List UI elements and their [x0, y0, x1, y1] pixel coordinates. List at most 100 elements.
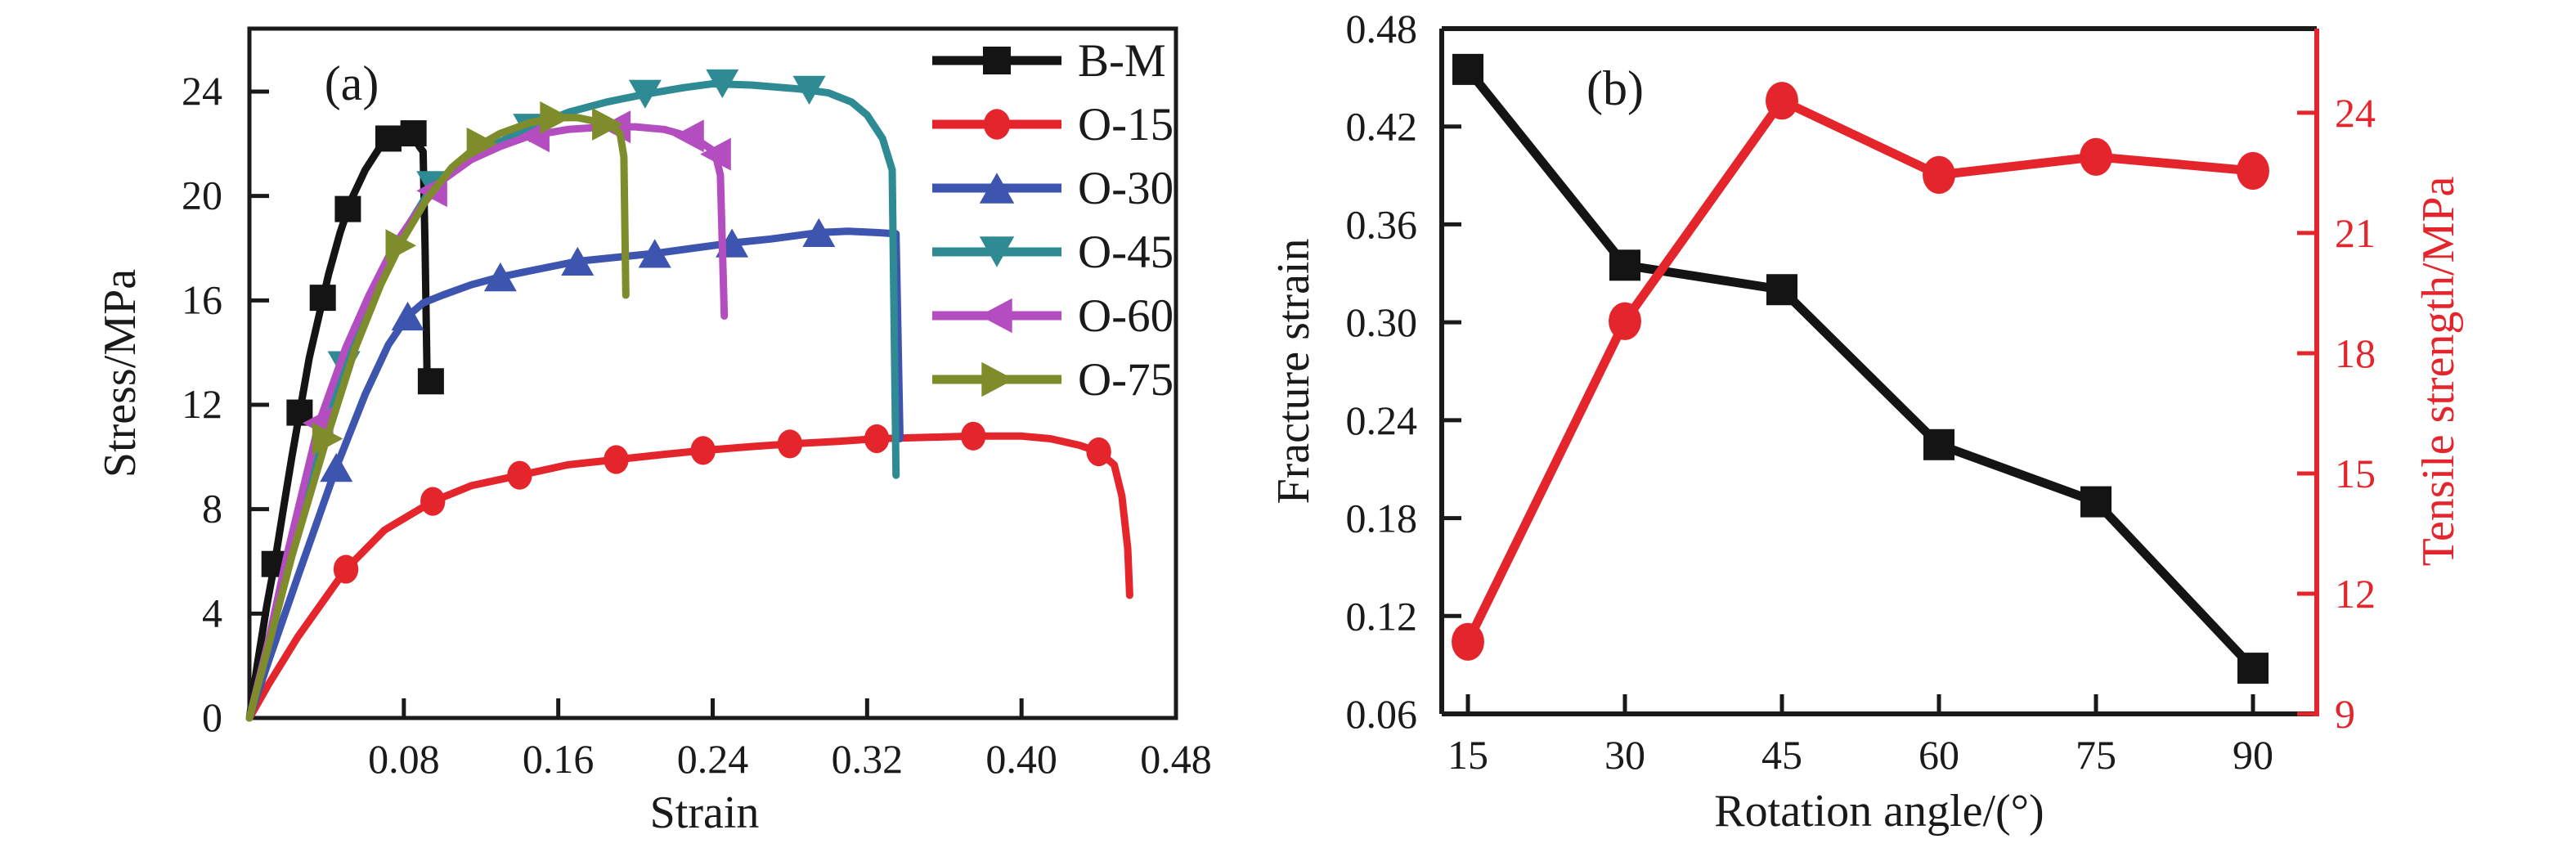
legend-marker-O-45 [979, 236, 1015, 267]
legend-marker-O-30 [979, 173, 1015, 204]
series-Tensile-strength [1452, 82, 2269, 661]
x-tick-label: 0.32 [832, 736, 904, 782]
series-O-75-marker [385, 229, 417, 262]
x-tick-label: 0.16 [523, 736, 595, 782]
y-tick-label: 24 [182, 68, 222, 114]
y-axis-title: Stress/MPa [95, 269, 146, 478]
x-axis-title: Strain [650, 787, 760, 838]
x-tick-label: 60 [1919, 732, 1959, 778]
right-y-axis: 9 12 15 18 21 24 Tensile strength/MPa [2297, 90, 2464, 737]
series-O-60-marker [673, 119, 704, 153]
legend-marker-O-60 [979, 298, 1012, 334]
left-y-tick-label: 0.30 [1346, 299, 1418, 345]
panel-b-group: 0.06 0.12 0.18 0.24 0.30 0.36 0.42 0.48 Fracture… [1268, 6, 2464, 837]
right-y-tick-label: 9 [2335, 691, 2355, 737]
series-O-30 [245, 218, 904, 722]
x-tick-label: 75 [2076, 732, 2116, 778]
series-O-75-marker [540, 101, 571, 134]
series-O-30-marker [638, 239, 671, 268]
series-O-30-marker [802, 218, 836, 247]
left-y-tick-label: 0.24 [1346, 397, 1418, 443]
legend-marker-O-15 [983, 109, 1011, 140]
legend-marker-O-75 [981, 361, 1015, 397]
series-marker [1609, 249, 1640, 281]
legend-marker-B-M [983, 47, 1011, 74]
series-B-M-marker [375, 125, 402, 152]
series-O-30-marker [483, 262, 517, 292]
series-O-30-marker [561, 246, 595, 276]
y-tick-label: 20 [182, 173, 222, 218]
legend-label-O-30: O-30 [1078, 163, 1174, 214]
x-tick-label: 90 [2233, 732, 2273, 778]
series-O-15-line [245, 432, 1133, 722]
series-O-45 [245, 69, 900, 722]
series-O-15-marker [507, 460, 532, 490]
series-O-15-marker [604, 445, 629, 474]
left-y-tick-label: 0.48 [1346, 6, 1418, 52]
left-y-axis-title: Fracture strain [1268, 239, 1319, 505]
series-B-M-marker [417, 368, 444, 395]
legend-label-B-M: B-M [1078, 35, 1166, 87]
series-marker [2237, 151, 2269, 191]
x-axis-title: Rotation angle/(°) [1714, 786, 2044, 837]
series-O-30-marker [320, 453, 353, 482]
chart-panel-a-stress-strain: 0 4 8 12 16 20 24 Stress/MPa 0.08 0.16 0.24 0.32 0.4… [95, 26, 1212, 838]
x-axis-b: 15 30 45 60 75 90 Rotation angle/(°) [1447, 694, 2273, 837]
x-tick-label: 0.24 [677, 736, 749, 782]
series-B-M-marker [400, 120, 427, 147]
panel-a-group: 0 4 8 12 16 20 24 Stress/MPa 0.08 0.16 0.24 0.32 0.4… [95, 26, 1212, 838]
right-y-tick-label: 18 [2335, 330, 2376, 376]
legend-label-O-15: O-15 [1078, 99, 1174, 150]
right-y-tick-label: 15 [2335, 451, 2376, 496]
left-y-axis: 0.06 0.12 0.18 0.24 0.30 0.36 0.42 0.48 Fracture… [1268, 6, 1461, 737]
right-y-tick-label: 21 [2335, 210, 2376, 256]
series-O-75-marker [466, 127, 498, 160]
series-B-M-marker [334, 195, 361, 222]
series-O-15-marker [1086, 437, 1111, 467]
left-y-tick-label: 0.18 [1346, 496, 1418, 541]
legend-label-O-60: O-60 [1078, 290, 1174, 342]
series-O-30-line [245, 227, 904, 722]
series-O-15-marker [960, 421, 986, 451]
left-y-tick-label: 0.42 [1346, 104, 1418, 150]
legend-label-O-45: O-45 [1078, 227, 1174, 278]
series-O-15-marker [420, 487, 446, 516]
series-O-15-marker [864, 424, 890, 454]
legend-label-O-75: O-75 [1078, 354, 1174, 406]
series-marker [1923, 428, 1954, 460]
series-marker [1452, 622, 1484, 661]
left-y-tick-label: 0.12 [1346, 593, 1418, 639]
series-marker [2080, 137, 2112, 176]
series-marker [2237, 653, 2269, 684]
x-axis: 0.08 0.16 0.24 0.32 0.40 0.48 Strain [368, 698, 1212, 838]
x-tick-label: 0.48 [1140, 736, 1212, 782]
x-tick-label: 15 [1447, 732, 1488, 778]
x-tick-label: 0.40 [985, 736, 1057, 782]
chart-panel-b-rotation-angle: 0.06 0.12 0.18 0.24 0.30 0.36 0.42 0.48 Fracture… [1268, 6, 2464, 837]
legend: B-M O-15 O-30 O-45 O-60 O-75 [932, 35, 1174, 406]
series-O-45-marker [628, 79, 662, 109]
y-tick-label: 8 [202, 486, 222, 532]
series-O-15-marker [777, 429, 803, 459]
series-line [1463, 65, 2258, 673]
series-marker [1766, 274, 1797, 306]
x-tick-label: 0.08 [368, 736, 440, 782]
series-O-45-line [245, 79, 900, 722]
series-marker [1766, 82, 1798, 120]
right-y-tick-label: 24 [2335, 90, 2376, 136]
series-O-60-marker [700, 137, 731, 171]
left-y-tick-label: 0.06 [1346, 691, 1418, 737]
y-tick-label: 0 [202, 694, 222, 740]
series-line [1463, 96, 2258, 647]
y-tick-label: 12 [182, 381, 222, 427]
series-O-15 [245, 421, 1133, 722]
series-O-75-marker [592, 107, 623, 141]
series-O-75-marker [312, 422, 343, 455]
series-O-15-marker [333, 554, 359, 584]
panel-b-label: (b) [1586, 61, 1644, 115]
series-marker [2080, 486, 2112, 518]
series-O-45-marker [706, 69, 739, 99]
series-marker [1609, 302, 1641, 340]
x-tick-label: 45 [1761, 732, 1802, 778]
